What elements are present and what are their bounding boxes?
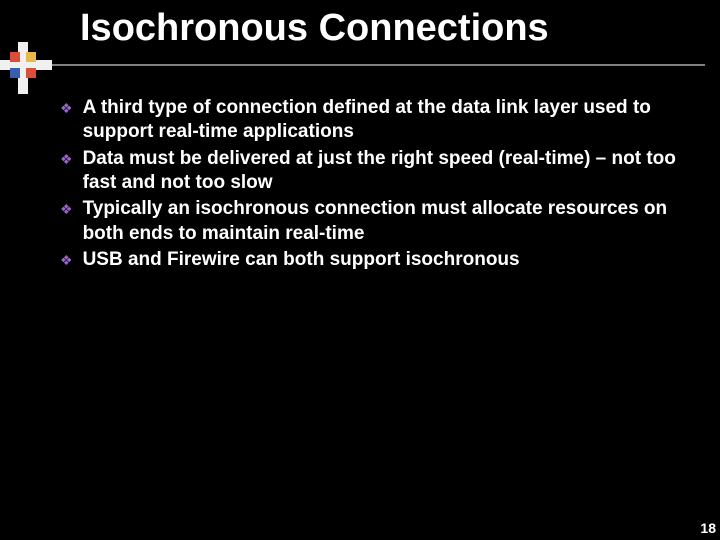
slide-logo-icon	[0, 42, 52, 94]
slide-title: Isochronous Connections	[80, 8, 690, 50]
diamond-bullet-icon: ❖	[60, 252, 73, 269]
title-underline	[0, 64, 705, 66]
bullet-item: ❖ USB and Firewire can both support isoc…	[60, 248, 685, 272]
bullet-text: Typically an isochronous connection must…	[83, 197, 685, 246]
bullet-item: ❖ A third type of connection defined at …	[60, 96, 685, 145]
diamond-bullet-icon: ❖	[60, 100, 73, 117]
bullet-item: ❖ Data must be delivered at just the rig…	[60, 147, 685, 196]
diamond-bullet-icon: ❖	[60, 151, 73, 168]
bullet-text: USB and Firewire can both support isochr…	[83, 248, 520, 272]
bullet-item: ❖ Typically an isochronous connection mu…	[60, 197, 685, 246]
content-area: ❖ A third type of connection defined at …	[60, 96, 685, 274]
diamond-bullet-icon: ❖	[60, 201, 73, 218]
bullet-text: Data must be delivered at just the right…	[83, 147, 685, 196]
bullet-text: A third type of connection defined at th…	[83, 96, 685, 145]
slide: Isochronous Connections ❖ A third type o…	[0, 0, 720, 540]
title-area: Isochronous Connections	[80, 8, 690, 50]
page-number: 18	[700, 520, 716, 536]
